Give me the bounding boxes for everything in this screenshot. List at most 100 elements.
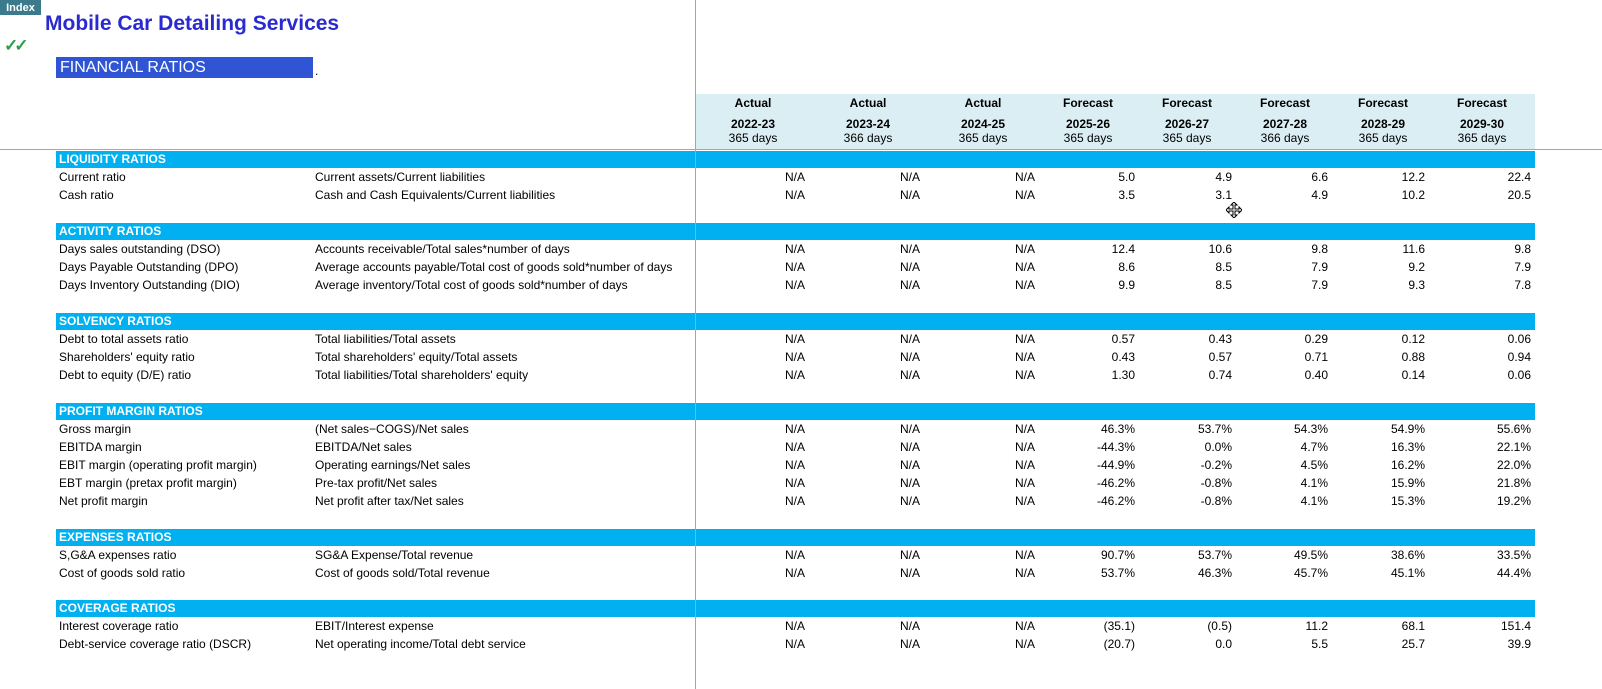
ratio-value[interactable]: N/A [784, 637, 805, 651]
ratio-value[interactable]: 4.1% [1300, 494, 1328, 508]
ratio-value[interactable]: N/A [1014, 458, 1035, 472]
ratio-value[interactable]: 90.7% [1100, 548, 1135, 562]
ratio-value[interactable]: 8.5 [1215, 278, 1232, 292]
ratio-value[interactable]: 4.9 [1311, 188, 1328, 202]
ratio-value[interactable]: 0.06 [1507, 368, 1531, 382]
ratio-value[interactable]: N/A [899, 619, 920, 633]
ratio-value[interactable]: 9.8 [1514, 242, 1531, 256]
ratio-value[interactable]: -44.3% [1096, 440, 1135, 454]
ratio-value[interactable]: N/A [784, 458, 805, 472]
ratio-value[interactable]: 9.3 [1408, 278, 1425, 292]
ratio-value[interactable]: N/A [899, 368, 920, 382]
ratio-value[interactable]: N/A [1014, 637, 1035, 651]
ratio-value[interactable]: 22.4 [1507, 170, 1531, 184]
ratio-value[interactable]: N/A [1014, 619, 1035, 633]
index-button[interactable]: Index [0, 0, 41, 15]
ratio-value[interactable]: N/A [899, 350, 920, 364]
ratio-value[interactable]: 15.3% [1390, 494, 1425, 508]
ratio-value[interactable]: N/A [899, 494, 920, 508]
ratio-value[interactable]: N/A [899, 637, 920, 651]
ratio-value[interactable]: 22.0% [1496, 458, 1531, 472]
ratio-value[interactable]: 0.06 [1507, 332, 1531, 346]
ratio-value[interactable]: 9.2 [1408, 260, 1425, 274]
ratio-value[interactable]: 0.0 [1215, 637, 1232, 651]
ratio-value[interactable]: 44.4% [1496, 566, 1531, 580]
ratio-value[interactable]: N/A [899, 548, 920, 562]
ratio-value[interactable]: 7.9 [1311, 260, 1328, 274]
ratio-value[interactable]: N/A [899, 440, 920, 454]
ratio-value[interactable]: 54.3% [1293, 422, 1328, 436]
ratio-value[interactable]: 45.7% [1293, 566, 1328, 580]
ratio-value[interactable]: N/A [899, 242, 920, 256]
ratio-value[interactable]: N/A [784, 242, 805, 256]
ratio-value[interactable]: -46.2% [1096, 494, 1135, 508]
ratio-value[interactable]: (35.1) [1103, 619, 1135, 633]
ratio-value[interactable]: 53.7% [1197, 548, 1232, 562]
ratio-value[interactable]: 0.94 [1507, 350, 1531, 364]
ratio-value[interactable]: N/A [784, 188, 805, 202]
ratio-value[interactable]: 33.5% [1496, 548, 1531, 562]
ratio-value[interactable]: N/A [784, 350, 805, 364]
ratio-value[interactable]: 68.1 [1401, 619, 1425, 633]
ratio-value[interactable]: 0.57 [1111, 332, 1135, 346]
ratio-value[interactable]: 0.0% [1204, 440, 1232, 454]
ratio-value[interactable]: 0.57 [1208, 350, 1232, 364]
ratio-value[interactable]: 21.8% [1496, 476, 1531, 490]
ratio-value[interactable]: N/A [1014, 260, 1035, 274]
ratio-value[interactable]: (0.5) [1207, 619, 1232, 633]
ratio-value[interactable]: 0.29 [1304, 332, 1328, 346]
ratio-value[interactable]: N/A [784, 170, 805, 184]
ratio-value[interactable]: 22.1% [1496, 440, 1531, 454]
ratio-value[interactable]: N/A [1014, 548, 1035, 562]
ratio-value[interactable]: N/A [784, 368, 805, 382]
ratio-value[interactable]: 16.2% [1390, 458, 1425, 472]
ratio-value[interactable]: 7.8 [1514, 278, 1531, 292]
ratio-value[interactable]: -0.8% [1200, 494, 1232, 508]
ratio-value[interactable]: 10.2 [1401, 188, 1425, 202]
ratio-value[interactable]: 25.7 [1401, 637, 1425, 651]
ratio-value[interactable]: N/A [784, 476, 805, 490]
ratio-value[interactable]: 3.5 [1118, 188, 1135, 202]
ratio-value[interactable]: 49.5% [1293, 548, 1328, 562]
ratio-value[interactable]: N/A [1014, 494, 1035, 508]
ratio-value[interactable]: N/A [1014, 332, 1035, 346]
ratio-value[interactable]: 19.2% [1496, 494, 1531, 508]
ratio-value[interactable]: N/A [784, 278, 805, 292]
ratio-value[interactable]: N/A [784, 422, 805, 436]
ratio-value[interactable]: 53.7% [1100, 566, 1135, 580]
ratio-value[interactable]: N/A [899, 278, 920, 292]
ratio-value[interactable]: N/A [899, 170, 920, 184]
ratio-value[interactable]: N/A [1014, 170, 1035, 184]
ratio-value[interactable]: -0.2% [1200, 458, 1232, 472]
ratio-value[interactable]: N/A [1014, 476, 1035, 490]
ratio-value[interactable]: (20.7) [1103, 637, 1135, 651]
ratio-value[interactable]: 12.2 [1401, 170, 1425, 184]
ratio-value[interactable]: N/A [1014, 566, 1035, 580]
ratio-value[interactable]: N/A [784, 332, 805, 346]
ratio-value[interactable]: 0.71 [1304, 350, 1328, 364]
ratio-value[interactable]: 16.3% [1390, 440, 1425, 454]
ratio-value[interactable]: 39.9 [1507, 637, 1531, 651]
ratio-value[interactable]: N/A [1014, 440, 1035, 454]
ratio-value[interactable]: 8.5 [1215, 260, 1232, 274]
ratio-value[interactable]: 9.9 [1118, 278, 1135, 292]
ratio-value[interactable]: 0.74 [1208, 368, 1232, 382]
ratio-value[interactable]: N/A [1014, 242, 1035, 256]
ratio-value[interactable]: 4.5% [1300, 458, 1328, 472]
ratio-value[interactable]: 7.9 [1311, 278, 1328, 292]
ratio-value[interactable]: N/A [1014, 422, 1035, 436]
ratio-value[interactable]: 11.2 [1305, 619, 1328, 633]
ratio-value[interactable]: 4.1% [1300, 476, 1328, 490]
ratio-value[interactable]: N/A [899, 188, 920, 202]
ratio-value[interactable]: 12.4 [1111, 242, 1135, 256]
ratio-value[interactable]: 11.6 [1402, 242, 1425, 256]
ratio-value[interactable]: N/A [899, 476, 920, 490]
ratio-value[interactable]: N/A [899, 458, 920, 472]
ratio-value[interactable]: 3.1 [1215, 188, 1232, 202]
ratio-value[interactable]: 0.43 [1208, 332, 1232, 346]
ratio-value[interactable]: 7.9 [1514, 260, 1531, 274]
ratio-value[interactable]: N/A [784, 566, 805, 580]
ratio-value[interactable]: 0.43 [1111, 350, 1135, 364]
ratio-value[interactable]: -0.8% [1200, 476, 1232, 490]
ratio-value[interactable]: 53.7% [1197, 422, 1232, 436]
